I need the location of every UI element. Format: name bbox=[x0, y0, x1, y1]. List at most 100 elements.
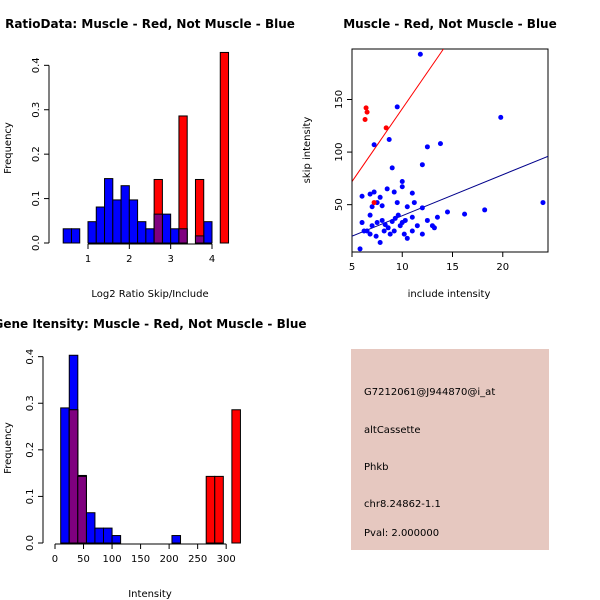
intensity-bar-muscle bbox=[205, 475, 216, 544]
scatter-point-not-muscle bbox=[387, 231, 393, 237]
ratio-bar-overlap bbox=[153, 213, 163, 244]
scatter-point-not-muscle bbox=[401, 231, 407, 237]
scatter-x-tick-label: 10 bbox=[396, 262, 409, 273]
scatter-point-not-muscle bbox=[385, 225, 391, 231]
scatter-point-not-muscle bbox=[367, 191, 373, 197]
info-panel: G7212061@J944870@i_at altCassette Phkb c… bbox=[351, 349, 549, 550]
intensity-bar-not-muscle bbox=[102, 527, 113, 544]
scatter-point-not-muscle bbox=[419, 205, 425, 211]
intensity-x-tick-label: 50 bbox=[77, 554, 90, 565]
intensity-y-tick-label: 0.4 bbox=[25, 349, 36, 365]
ratio-bar-muscle bbox=[194, 178, 205, 244]
scatter-point-not-muscle bbox=[389, 218, 395, 224]
scatter-point-not-muscle bbox=[359, 220, 365, 226]
ratio-x-tick-label: 3 bbox=[167, 254, 173, 265]
scatter-point-not-muscle bbox=[391, 228, 397, 234]
scatter-point-muscle bbox=[363, 105, 369, 111]
scatter-point-not-muscle bbox=[389, 165, 395, 171]
scatter-point-not-muscle bbox=[424, 144, 430, 150]
scatter-xlabel: include intensity bbox=[408, 289, 491, 300]
scatter-point-not-muscle bbox=[409, 214, 415, 220]
scatter-ylabel: skip intensity bbox=[302, 117, 313, 184]
scatter-point-not-muscle bbox=[379, 203, 385, 209]
scatter-y-tick-label: 50 bbox=[334, 198, 345, 211]
intensity-bar-not-muscle bbox=[111, 535, 122, 544]
scatter-point-not-muscle bbox=[386, 136, 392, 142]
scatter-point-not-muscle bbox=[424, 217, 430, 223]
scatter-point-muscle bbox=[362, 116, 368, 122]
scatter-point-not-muscle bbox=[409, 228, 415, 234]
intensity-bar-muscle bbox=[214, 475, 224, 544]
intensity-histogram-title: Gene Itensity: Muscle - Red, Not Muscle … bbox=[0, 317, 307, 331]
ratio-x-tick-label: 4 bbox=[209, 254, 215, 265]
scatter-x-tick-label: 15 bbox=[446, 262, 459, 273]
ratio-bar-overlap bbox=[194, 235, 205, 244]
intensity-x-tick-label: 300 bbox=[217, 554, 236, 565]
scatter-point-not-muscle bbox=[361, 228, 367, 234]
scatter-point-not-muscle bbox=[371, 142, 377, 148]
scatter-point-not-muscle bbox=[397, 223, 403, 229]
scatter-point-not-muscle bbox=[391, 189, 397, 195]
scatter-point-not-muscle bbox=[357, 246, 363, 252]
intensity-bar-not-muscle bbox=[94, 527, 104, 544]
intensity-bar-not-muscle bbox=[60, 407, 70, 544]
intensity-bar-not-muscle bbox=[171, 535, 182, 544]
gene-name-text: Phkb bbox=[364, 462, 389, 473]
ratio-histogram-title: RatioData: Muscle - Red, Not Muscle - Bl… bbox=[5, 17, 295, 31]
ratio-bar-not-muscle bbox=[112, 199, 122, 244]
scatter-point-not-muscle bbox=[373, 233, 379, 239]
intensity-histogram-panel: Gene Itensity: Muscle - Red, Not Muscle … bbox=[0, 317, 307, 600]
ratio-y-tick-label: 0.4 bbox=[31, 57, 42, 73]
ratio-y-tick-label: 0.1 bbox=[31, 191, 42, 207]
scatter-point-not-muscle bbox=[462, 211, 468, 217]
scatter-point-not-muscle bbox=[417, 51, 423, 57]
intensity-scatter-panel: Muscle - Red, Not Muscle - Blue include … bbox=[302, 17, 557, 300]
intensity-bar-muscle bbox=[231, 409, 241, 544]
scatter-point-not-muscle bbox=[498, 114, 504, 120]
ratio-bar-not-muscle bbox=[62, 228, 72, 244]
ratio-bar-overlap bbox=[178, 228, 188, 244]
ratio-histogram-panel: RatioData: Muscle - Red, Not Muscle - Bl… bbox=[3, 17, 295, 300]
ratio-y-tick-label: 0.3 bbox=[31, 102, 42, 118]
scatter-point-not-muscle bbox=[394, 104, 400, 110]
event-type-text: altCassette bbox=[364, 425, 421, 436]
scatter-point-not-muscle bbox=[395, 212, 401, 218]
info-panel-background bbox=[351, 349, 549, 550]
ratio-bar-not-muscle bbox=[137, 221, 147, 244]
intensity-y-tick-label: 0.1 bbox=[25, 488, 36, 504]
intensity-y-tick-label: 0.0 bbox=[25, 535, 36, 551]
scatter-point-not-muscle bbox=[369, 223, 375, 229]
intensity-bar-overlap bbox=[77, 475, 87, 544]
scatter-point-not-muscle bbox=[394, 200, 400, 206]
scatter-point-not-muscle bbox=[371, 189, 377, 195]
ratio-bar-not-muscle bbox=[161, 213, 172, 244]
scatter-point-not-muscle bbox=[437, 141, 443, 147]
scatter-point-not-muscle bbox=[381, 228, 387, 234]
muscle-fit-line bbox=[352, 49, 444, 182]
scatter-point-not-muscle bbox=[399, 184, 405, 190]
scatter-point-not-muscle bbox=[384, 186, 390, 192]
pval-text: Pval: 2.000000 bbox=[364, 528, 439, 539]
scatter-point-not-muscle bbox=[402, 217, 408, 223]
ratio-bar-not-muscle bbox=[203, 221, 213, 244]
intensity-bar-overlap bbox=[68, 409, 79, 544]
ratio-bar-not-muscle bbox=[170, 228, 180, 244]
ratio-bar-not-muscle bbox=[95, 206, 106, 244]
scatter-point-not-muscle bbox=[367, 231, 373, 237]
scatter-point-not-muscle bbox=[404, 235, 410, 241]
scatter-x-tick-label: 5 bbox=[349, 262, 355, 273]
scatter-point-not-muscle bbox=[379, 217, 385, 223]
scatter-point-not-muscle bbox=[419, 162, 425, 168]
scatter-title: Muscle - Red, Not Muscle - Blue bbox=[343, 17, 557, 31]
scatter-point-not-muscle bbox=[409, 190, 415, 196]
scatter-point-not-muscle bbox=[382, 222, 388, 228]
scatter-point-muscle bbox=[364, 109, 370, 115]
intensity-histogram-xlabel: Intensity bbox=[128, 589, 172, 600]
scatter-point-not-muscle bbox=[399, 179, 405, 185]
intensity-y-tick-label: 0.3 bbox=[25, 395, 36, 411]
intensity-histogram-ylabel: Frequency bbox=[3, 422, 14, 474]
ratio-bar-not-muscle bbox=[104, 178, 114, 244]
ratio-bar-not-muscle bbox=[145, 228, 155, 244]
intensity-y-tick-label: 0.2 bbox=[25, 442, 36, 458]
